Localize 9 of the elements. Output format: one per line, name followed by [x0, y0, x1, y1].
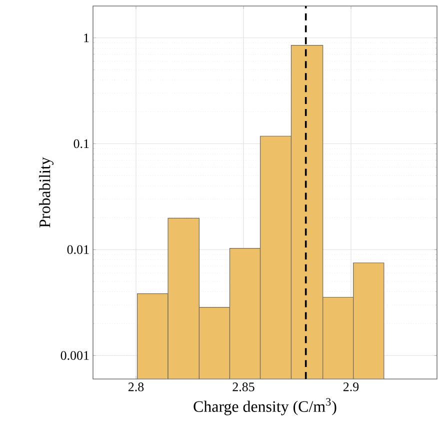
x-tick-label: 2.9 — [343, 382, 359, 392]
x-tick-label: 2.8 — [128, 382, 144, 392]
x-tick-label: 2.85 — [232, 382, 254, 392]
y-tick-label: 1 — [84, 34, 89, 42]
x-axis-title: Charge density (C/m$^{3}$) — [194, 398, 336, 416]
y-tick-label: 0.01 — [67, 245, 89, 254]
y-axis-title: Probability — [38, 157, 54, 228]
y-tick-label: 0.001 — [60, 351, 89, 360]
y-tick-label: 0.1 — [74, 139, 89, 148]
